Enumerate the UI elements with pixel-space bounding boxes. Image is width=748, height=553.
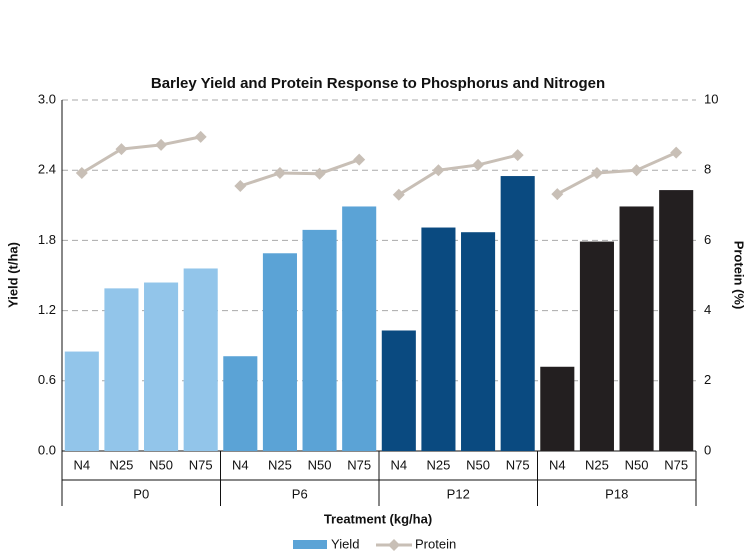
bar bbox=[540, 366, 575, 451]
protein-line bbox=[81, 135, 201, 175]
bar bbox=[342, 206, 377, 451]
x-tick-label: N75 bbox=[189, 457, 213, 472]
y2-tick-label: 6 bbox=[704, 232, 711, 247]
y-tick-label: 1.8 bbox=[38, 232, 56, 247]
protein-marker bbox=[432, 164, 445, 177]
group-label: P0 bbox=[133, 486, 149, 501]
y2-tick-label: 10 bbox=[704, 91, 718, 106]
protein-marker bbox=[313, 167, 326, 180]
protein-marker bbox=[590, 167, 603, 180]
group-label: P12 bbox=[447, 486, 470, 501]
y-tick-label: 2.4 bbox=[38, 162, 56, 177]
bar bbox=[64, 351, 99, 451]
bar bbox=[579, 241, 614, 451]
protein-marker bbox=[273, 167, 286, 180]
bar bbox=[223, 356, 258, 451]
bar bbox=[619, 206, 654, 451]
y-tick-label: 0.0 bbox=[38, 442, 56, 457]
protein-line bbox=[239, 158, 360, 188]
x-tick-label: N4 bbox=[74, 457, 91, 472]
bar bbox=[381, 330, 416, 451]
y-tick-label: 3.0 bbox=[38, 91, 56, 106]
chart-title: Barley Yield and Protein Response to Pho… bbox=[151, 75, 605, 92]
bar bbox=[144, 282, 179, 451]
x-axis-label: Treatment (kg/ha) bbox=[324, 511, 432, 526]
y2-tick-label: 0 bbox=[704, 442, 711, 457]
x-tick-label: N4 bbox=[549, 457, 566, 472]
bar bbox=[183, 268, 218, 451]
x-tick-label: N75 bbox=[347, 457, 371, 472]
protein-marker bbox=[155, 138, 168, 151]
protein-line bbox=[556, 151, 677, 196]
protein-line bbox=[398, 153, 519, 197]
protein-marker bbox=[75, 167, 88, 180]
legend-swatch bbox=[293, 540, 327, 549]
protein-marker bbox=[472, 158, 485, 171]
protein-marker bbox=[194, 130, 207, 143]
y-axis-label: Yield (t/ha) bbox=[5, 242, 20, 308]
y-tick-label: 0.6 bbox=[38, 372, 56, 387]
bar bbox=[421, 227, 456, 451]
y2-tick-label: 2 bbox=[704, 372, 711, 387]
x-tick-label: N75 bbox=[664, 457, 688, 472]
bar bbox=[659, 190, 694, 451]
x-tick-label: N25 bbox=[268, 457, 292, 472]
protein-marker bbox=[353, 153, 366, 166]
x-tick-label: N25 bbox=[585, 457, 609, 472]
legend-marker bbox=[388, 539, 400, 551]
x-tick-label: N4 bbox=[391, 457, 408, 472]
bar bbox=[104, 288, 139, 451]
bar bbox=[461, 232, 496, 451]
bar bbox=[262, 253, 297, 451]
legend-label: Yield bbox=[331, 536, 359, 551]
y2-tick-label: 8 bbox=[704, 162, 711, 177]
x-tick-label: N25 bbox=[427, 457, 451, 472]
protein-marker bbox=[392, 188, 405, 201]
bar bbox=[302, 229, 337, 451]
protein-marker bbox=[551, 188, 564, 201]
bar bbox=[500, 176, 535, 452]
x-tick-label: N50 bbox=[466, 457, 490, 472]
x-tick-label: N75 bbox=[506, 457, 530, 472]
group-label: P18 bbox=[605, 486, 628, 501]
legend-label: Protein bbox=[415, 536, 456, 551]
y2-tick-label: 4 bbox=[704, 302, 711, 317]
y-tick-label: 1.2 bbox=[38, 302, 56, 317]
protein-marker bbox=[630, 164, 643, 177]
group-label: P6 bbox=[292, 486, 308, 501]
y2-axis-label: Protein (%) bbox=[732, 241, 747, 310]
protein-marker bbox=[670, 146, 683, 159]
x-tick-label: N25 bbox=[110, 457, 134, 472]
protein-marker bbox=[511, 149, 524, 162]
x-tick-label: N50 bbox=[308, 457, 332, 472]
protein-marker bbox=[234, 179, 247, 192]
protein-marker bbox=[115, 143, 128, 156]
x-tick-label: N50 bbox=[625, 457, 649, 472]
x-tick-label: N50 bbox=[149, 457, 173, 472]
x-tick-label: N4 bbox=[232, 457, 249, 472]
